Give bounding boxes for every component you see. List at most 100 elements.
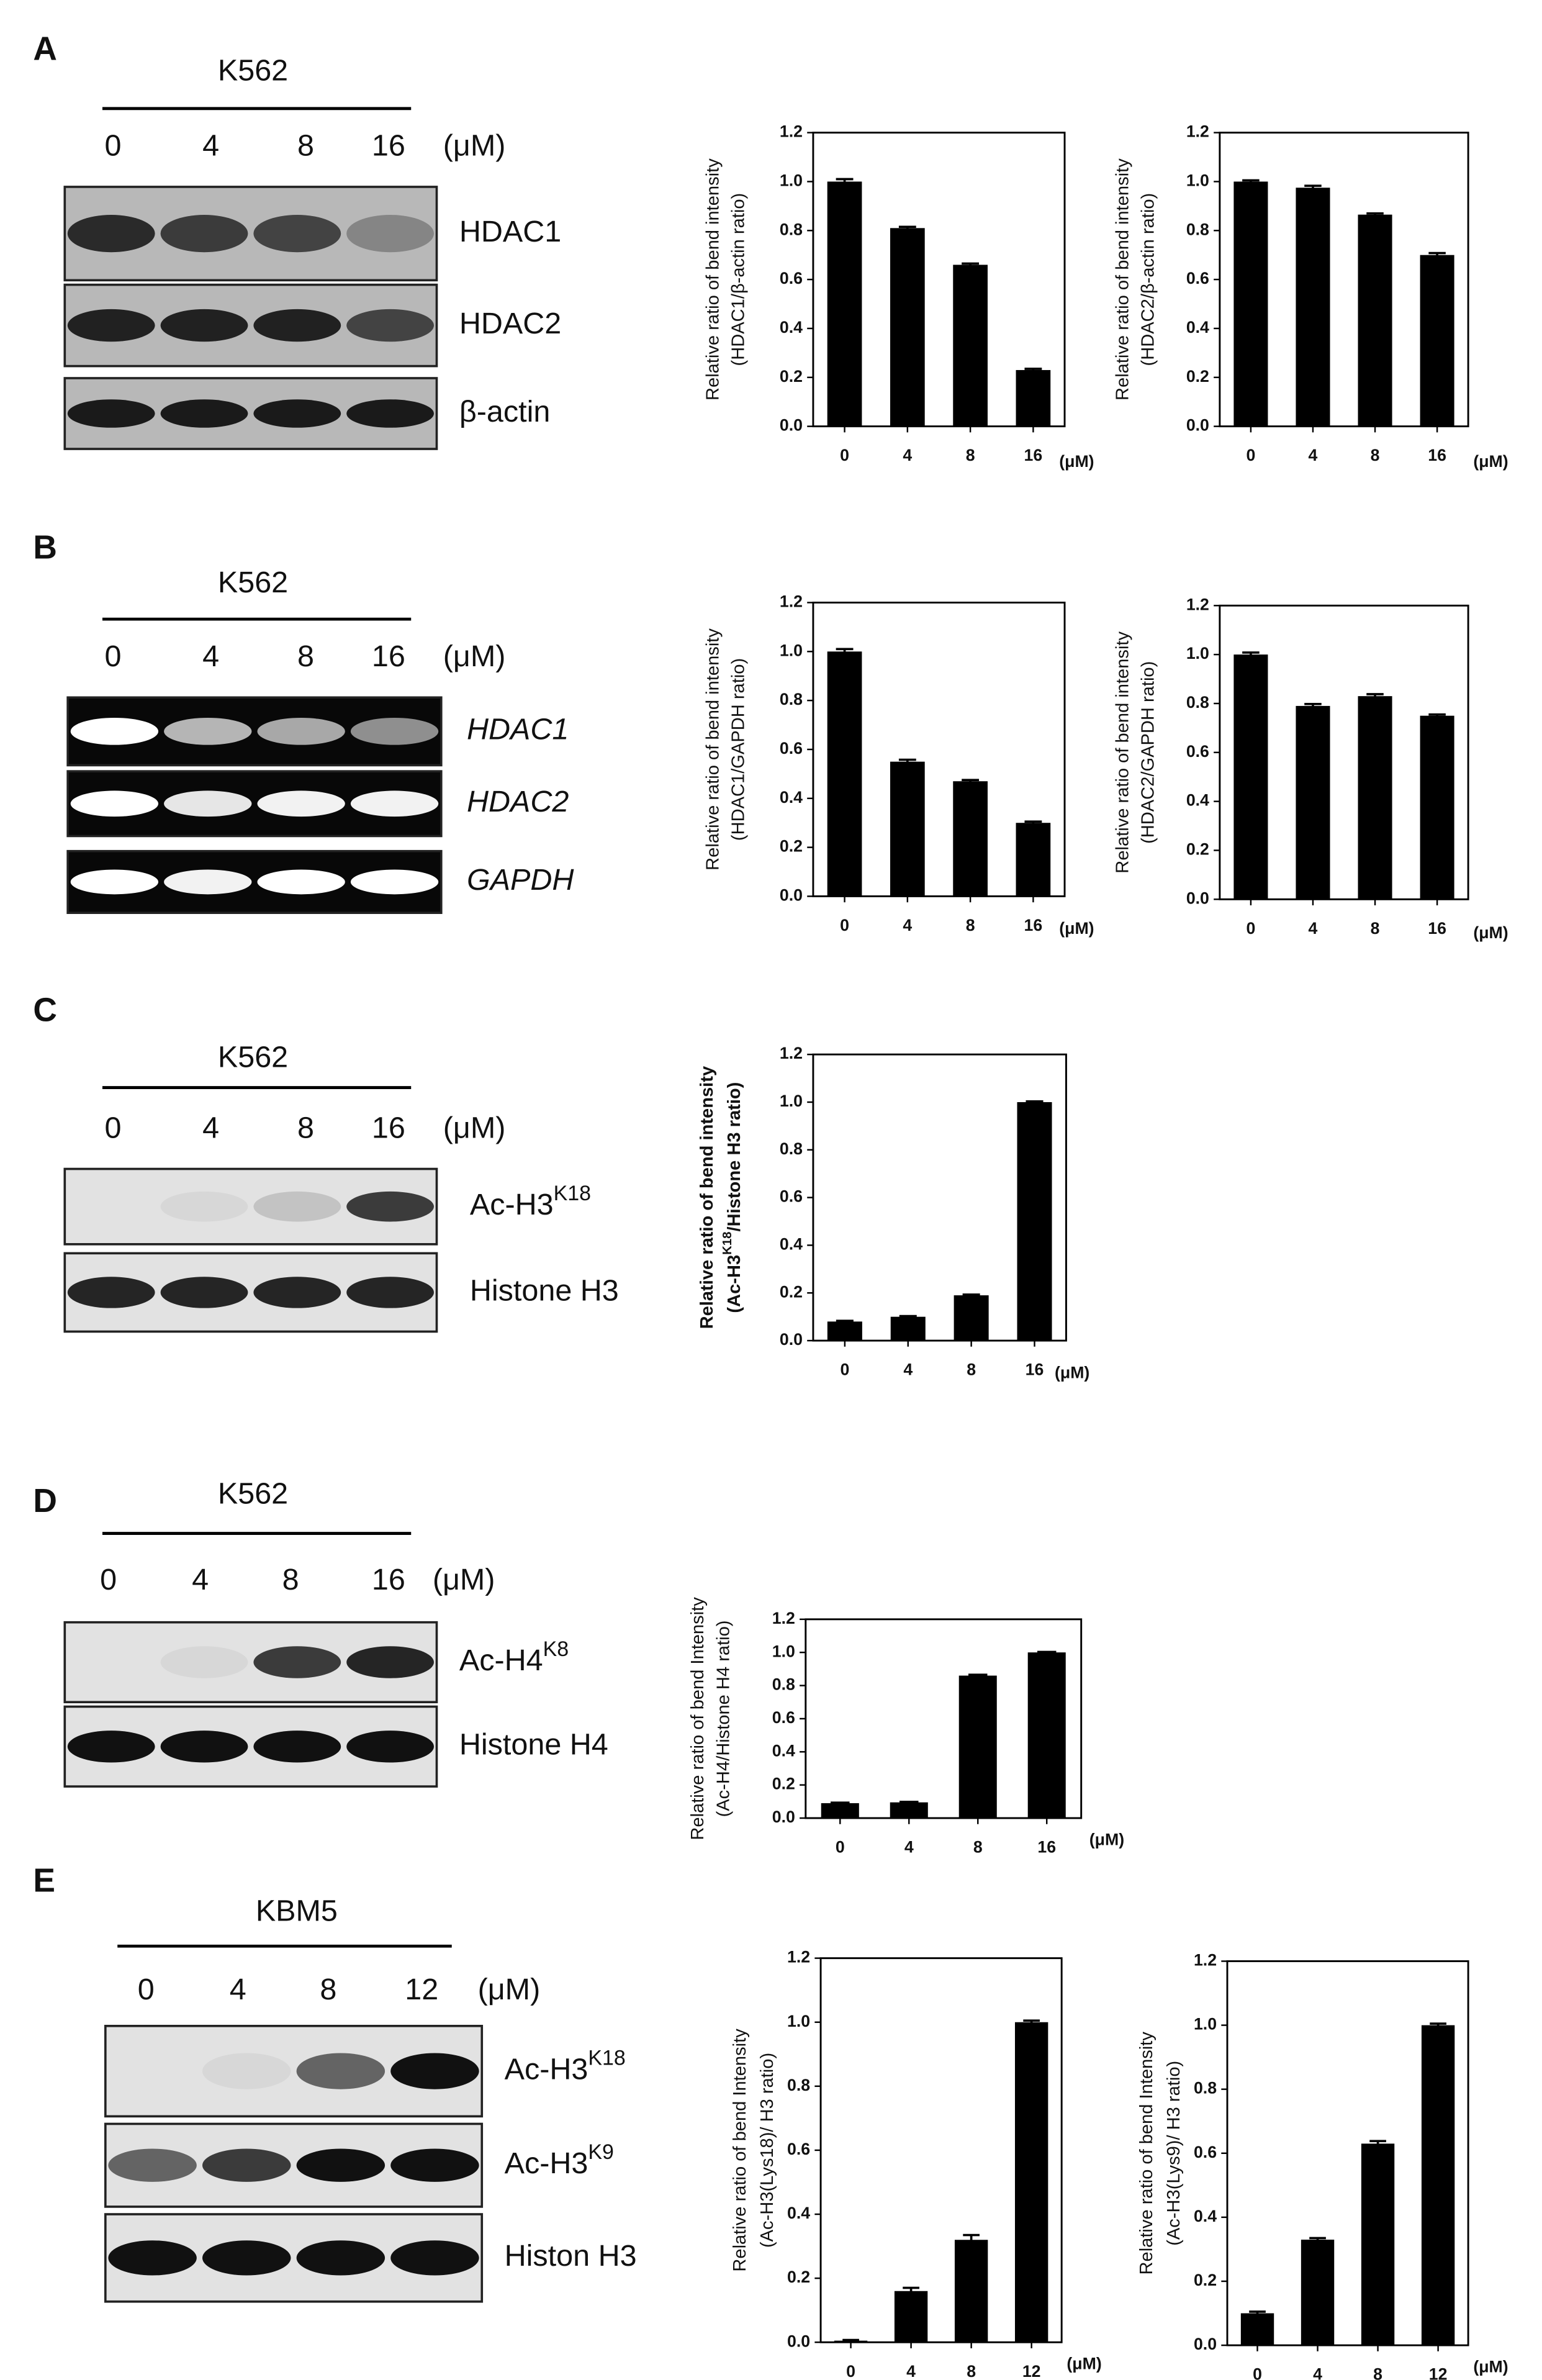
blot-band — [253, 309, 341, 342]
bar — [1296, 188, 1330, 427]
y-tick-label: 0.2 — [772, 1775, 795, 1793]
blot-band — [67, 309, 155, 342]
band-label: Ac-H4K8 — [459, 1637, 569, 1677]
y-tick-label: 1.2 — [1186, 122, 1209, 141]
dose-unit: (μM) — [443, 129, 506, 163]
y-tick-label: 0.6 — [780, 269, 803, 287]
blot-band — [296, 2053, 386, 2089]
blot-band — [346, 1646, 434, 1678]
cell-line: K562 — [218, 566, 288, 599]
x-tick-label: 0 — [1253, 2365, 1262, 2380]
y-tick-label: 1.0 — [1186, 171, 1209, 189]
x-unit: (μM) — [1473, 2358, 1508, 2376]
band-label-main: Ac-H4 — [459, 1644, 543, 1677]
y-tick-label: 0.4 — [1186, 318, 1209, 337]
blot-band — [253, 215, 341, 253]
y-axis-label: Relative ratio of bend Intensity — [688, 1597, 708, 1840]
blot-band — [202, 2240, 291, 2276]
blot-band — [390, 2053, 479, 2089]
blot-band — [257, 869, 345, 895]
blot-band — [160, 1731, 248, 1763]
y-tick-label: 0.4 — [787, 2204, 810, 2222]
y-tick-label: 1.0 — [772, 1642, 795, 1660]
x-tick-label: 0 — [840, 1360, 849, 1379]
bar — [1017, 1102, 1052, 1341]
x-tick-label: 16 — [1428, 919, 1446, 938]
dose-label: 8 — [297, 640, 314, 673]
y-axis-label: (Ac-H3K18/Histone H3 ratio) — [721, 1082, 744, 1313]
y-axis-label: (HDAC2/β-actin ratio) — [1138, 193, 1158, 366]
blot-band — [164, 869, 252, 895]
band-label: HDAC1 — [459, 215, 561, 248]
x-tick-label: 16 — [1024, 916, 1043, 934]
band-label-sup: K9 — [588, 2140, 614, 2164]
bar — [1358, 696, 1392, 900]
blot-band — [253, 1646, 341, 1678]
dose-label: 0 — [100, 1563, 117, 1596]
y-tick-label: 0.8 — [1194, 2079, 1217, 2097]
blot-band — [70, 869, 159, 895]
y-tick-label: 0.4 — [780, 1234, 803, 1253]
y-tick-label: 0.6 — [772, 1708, 795, 1727]
y-axis-label: (HDAC1/β-actin ratio) — [729, 193, 749, 366]
y-tick-label: 0.2 — [1186, 840, 1209, 859]
bar — [1016, 369, 1051, 427]
blot-band — [160, 1277, 248, 1308]
y-tick-label: 0.0 — [772, 1808, 795, 1826]
y-tick-label: 1.2 — [780, 1044, 803, 1062]
blot-band — [296, 2148, 386, 2182]
y-axis-label: Relative ratio of bend Intensity — [1137, 2032, 1156, 2275]
y-tick-label: 1.2 — [780, 122, 803, 141]
y-tick-label: 0.4 — [1186, 791, 1209, 810]
blot-band — [67, 399, 155, 428]
y-tick-label: 0.2 — [787, 2268, 810, 2286]
y-axis-label: (HDAC1/GAPDH ratio) — [729, 658, 749, 841]
y-axis-label: Relative ratio of bend Intensity — [730, 2029, 750, 2272]
y-tick-label: 0.8 — [780, 1139, 803, 1158]
band-label: HDAC1 — [467, 713, 569, 746]
dose-label: 0 — [104, 1111, 121, 1144]
y-tick-label: 0.0 — [780, 1330, 803, 1349]
blot-band — [346, 309, 434, 342]
blot-box — [63, 186, 438, 282]
x-tick-label: 16 — [1037, 1838, 1056, 1857]
band-label: β-actin — [459, 395, 551, 428]
band-label: Ac-H3K18 — [505, 2047, 626, 2086]
y-tick-label: 0.6 — [780, 739, 803, 758]
x-tick-label: 12 — [1022, 2362, 1041, 2380]
dose-label: 4 — [202, 129, 219, 163]
cell-line: K562 — [218, 53, 288, 87]
x-tick-label: 8 — [966, 916, 975, 934]
band-label: Histone H3 — [470, 1274, 619, 1307]
y-axis-label: (Ac-H3(Lys18)/ H3 ratio) — [757, 2053, 777, 2248]
dose-label: 0 — [104, 640, 121, 673]
y-axis-label: (HDAC2/GAPDH ratio) — [1138, 661, 1158, 844]
band-label-sup: K8 — [543, 1637, 569, 1661]
bar — [890, 1802, 928, 1819]
y-tick-label: 1.2 — [780, 592, 803, 610]
blot-band — [108, 2148, 197, 2182]
y-tick-label: 0.8 — [772, 1675, 795, 1694]
bar — [954, 2240, 988, 2343]
dose-label: 0 — [138, 1973, 155, 2006]
x-tick-label: 16 — [1024, 446, 1043, 464]
y-tick-label: 0.8 — [780, 690, 803, 708]
y-tick-label: 0.6 — [1194, 2143, 1217, 2161]
bar — [821, 1803, 859, 1819]
blot-band — [346, 1191, 434, 1222]
y-tick-label: 1.0 — [1186, 644, 1209, 663]
dose-unit: (μM) — [478, 1973, 541, 2006]
y-tick-label: 0.0 — [1186, 889, 1209, 907]
y-tick-label: 0.2 — [1186, 367, 1209, 386]
band-label-main: Ac-H3 — [470, 1188, 554, 1221]
y-tick-label: 0.0 — [1194, 2335, 1217, 2353]
x-unit: (μM) — [1055, 1363, 1089, 1382]
dose-label: 0 — [104, 129, 121, 163]
band-label-sup: K18 — [554, 1182, 591, 1205]
y-axis-label: (Ac-H3(Lys9)/ H3 ratio) — [1164, 2061, 1184, 2246]
blot-band — [160, 1646, 248, 1678]
x-unit: (μM) — [1059, 452, 1094, 471]
y-tick-label: 1.2 — [1186, 595, 1209, 613]
bar — [890, 761, 925, 897]
x-unit: (μM) — [1089, 1830, 1124, 1848]
